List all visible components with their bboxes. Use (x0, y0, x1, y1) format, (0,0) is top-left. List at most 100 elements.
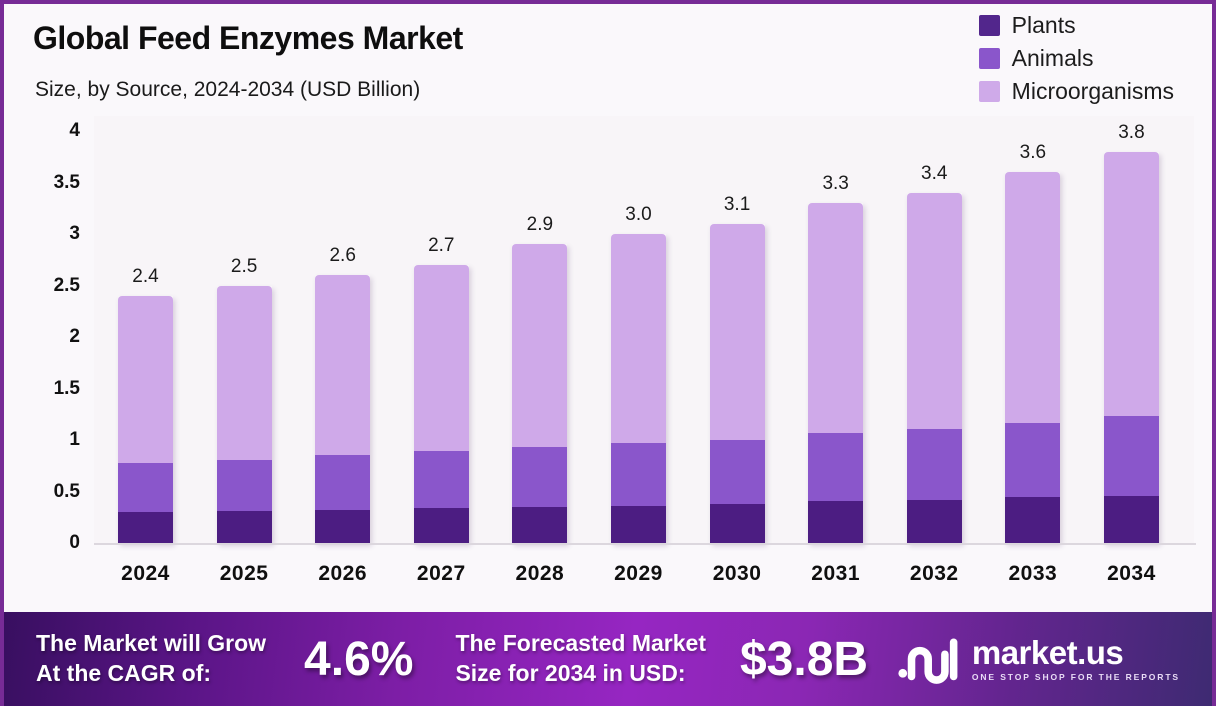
x-tick-2032: 2032 (909, 562, 959, 585)
cagr-label: The Market will Grow At the CAGR of: (36, 629, 266, 689)
x-tick-2029: 2029 (614, 562, 663, 585)
bar-stack (906, 192, 962, 543)
bar-stack (1103, 151, 1159, 543)
bar-segment-plants-2034 (1103, 495, 1159, 543)
page-title: Global Feed Enzymes Market (33, 20, 463, 56)
legend-item-animals: Animals (978, 45, 1174, 72)
bar-segment-animals-2024 (118, 462, 173, 513)
bar-segment-animals-2033 (1005, 422, 1061, 497)
bar-group-2029: 3.0 (610, 131, 666, 543)
bar-segment-plants-2030 (709, 503, 765, 543)
bar-segment-animals-2034 (1103, 416, 1159, 496)
legend-swatch-animals (978, 48, 1000, 69)
bar-total-label: 3.1 (723, 193, 751, 215)
bar-segment-microorganisms-2027 (413, 264, 469, 452)
forecast-value: $3.8B (739, 632, 869, 686)
legend-label: Plants (1011, 12, 1076, 38)
x-tick-2034: 2034 (1107, 562, 1156, 585)
forecast-label: The Forecasted Market Size for 2034 in U… (455, 629, 706, 689)
bar-stack (118, 295, 173, 543)
bar-segment-animals-2027 (413, 451, 469, 508)
chart-subtitle: Size, by Source, 2024-2034 (USD Billion) (35, 78, 421, 101)
x-tick-2024: 2024 (121, 562, 170, 585)
bar-total-label: 2.6 (329, 245, 356, 267)
y-tick-3: 3 (69, 223, 80, 244)
bar-segment-microorganisms-2031 (808, 203, 864, 433)
forecast-label-line1: The Forecasted Market (455, 630, 706, 657)
bar-segment-microorganisms-2028 (512, 244, 568, 448)
bar-total-label: 2.4 (132, 265, 159, 287)
cagr-label-line1: The Market will Grow (36, 630, 267, 657)
legend-label: Animals (1011, 45, 1094, 71)
legend-item-microorganisms: Microorganisms (978, 78, 1174, 105)
bar-segment-plants-2032 (906, 499, 962, 543)
bar-group-2030: 3.1 (709, 131, 765, 543)
bar-group-2026: 2.6 (315, 131, 371, 543)
bar-segment-plants-2033 (1005, 496, 1061, 543)
bar-segment-plants-2025 (216, 511, 272, 543)
bar-segment-microorganisms-2024 (118, 295, 173, 463)
cagr-label-line2: At the CAGR of: (36, 660, 212, 686)
bar-stack (315, 275, 371, 543)
bar-stack (1005, 172, 1061, 543)
bar-segment-animals-2028 (512, 447, 568, 507)
bar-segment-animals-2031 (808, 432, 864, 501)
bar-total-label: 3.8 (1118, 121, 1145, 143)
bar-group-2031: 3.3 (808, 131, 864, 543)
bar-segment-microorganisms-2026 (315, 275, 371, 456)
bar-stack (413, 264, 469, 543)
bar-stack (610, 234, 666, 543)
bar-segment-animals-2025 (216, 459, 272, 512)
bar-total-label: 2.5 (230, 255, 258, 277)
bar-segment-plants-2031 (808, 500, 864, 543)
bar-group-2032: 3.4 (906, 131, 962, 543)
legend-swatch-plants (978, 15, 1000, 36)
bar-total-label: 3.3 (822, 173, 849, 195)
x-tick-2028: 2028 (515, 562, 565, 585)
cagr-value: 4.6% (304, 632, 414, 686)
y-tick-1.5: 1.5 (53, 377, 80, 399)
legend-label: Microorganisms (1011, 78, 1174, 104)
marketus-logo-text-wrap: market.us ONE STOP SHOP FOR THE REPORTS (972, 636, 1180, 682)
bar-segment-microorganisms-2025 (216, 285, 272, 460)
bar-stack (512, 244, 568, 543)
y-tick-2.5: 2.5 (53, 274, 80, 296)
bar-stack (709, 223, 765, 543)
bar-total-label: 2.7 (428, 234, 455, 256)
legend-swatch-microorganisms (978, 81, 1000, 102)
marketus-logo-text: market.us (971, 634, 1124, 672)
y-tick-4: 4 (69, 120, 80, 141)
y-tick-3.5: 3.5 (53, 171, 80, 193)
x-axis-line (94, 543, 1196, 545)
bar-segment-microorganisms-2030 (709, 223, 765, 441)
bar-segment-animals-2032 (906, 428, 962, 500)
x-tick-2027: 2027 (416, 562, 466, 585)
marketus-logo-tagline: ONE STOP SHOP FOR THE REPORTS (971, 672, 1180, 683)
y-tick-0: 0 (69, 532, 80, 553)
bar-group-2034: 3.8 (1103, 122, 1159, 543)
legend-item-plants: Plants (978, 12, 1174, 39)
bar-segment-plants-2027 (413, 507, 469, 543)
bar-segment-plants-2024 (118, 512, 173, 543)
footer-banner: The Market will Grow At the CAGR of: 4.6… (4, 612, 1212, 706)
bar-total-label: 2.9 (526, 214, 554, 236)
bar-segment-microorganisms-2032 (906, 192, 962, 429)
bar-group-2024: 2.4 (118, 131, 173, 543)
bar-segment-animals-2029 (610, 443, 666, 506)
bar-total-label: 3.4 (921, 162, 948, 184)
bar-group-2025: 2.5 (216, 131, 272, 543)
bar-segment-microorganisms-2034 (1103, 151, 1159, 417)
bar-series-container: 2.4 2.5 2.6 2.7 2.9 3.0 3.1 3.3 3.4 3.6 3.8 (118, 122, 1159, 543)
x-tick-2031: 2031 (811, 562, 861, 585)
bar-segment-plants-2029 (610, 505, 666, 543)
y-tick-1: 1 (69, 429, 80, 450)
bar-total-label: 3.6 (1019, 142, 1047, 164)
bar-group-2028: 2.9 (512, 131, 568, 543)
x-axis-labels: 2024 2025 2026 2027 2028 2029 2030 2031 2032 2033… (118, 562, 1159, 586)
bar-stack (216, 285, 272, 543)
x-tick-2025: 2025 (219, 562, 269, 585)
bar-segment-animals-2026 (315, 455, 371, 511)
marketus-logo-icon (898, 638, 958, 684)
chart-legend: Plants Animals Microorganisms (978, 12, 1174, 105)
